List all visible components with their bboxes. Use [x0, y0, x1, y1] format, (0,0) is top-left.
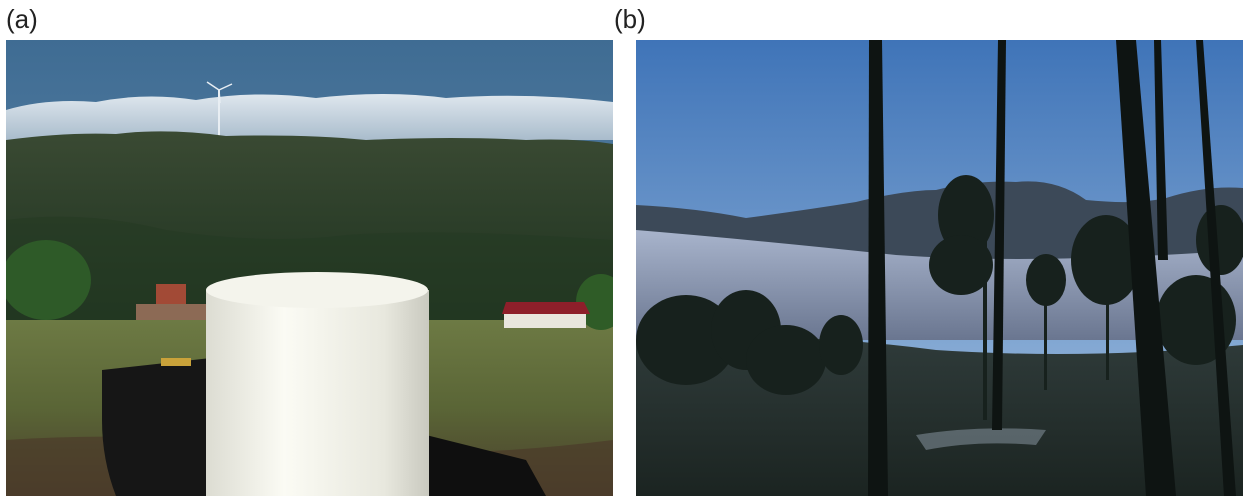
- tree-trunks-b: [868, 40, 1236, 496]
- photo-b-valley-fog: [636, 40, 1243, 496]
- photo-a-hillside-instrument: [6, 40, 613, 496]
- house-right-a: [502, 302, 590, 328]
- white-cylinder-instrument-a: [206, 272, 429, 496]
- panel-b-label: (b): [614, 4, 646, 34]
- fog-bank-a: [6, 94, 613, 140]
- photo-a-scene: [6, 40, 613, 496]
- black-instrument-housing-a: [102, 358, 546, 496]
- panel-a-label: (a): [6, 4, 38, 34]
- bush-left-a: [6, 240, 91, 320]
- wind-turbine-icon: [206, 81, 233, 138]
- photo-b-scene: [636, 40, 1243, 496]
- house-left-a: [136, 284, 206, 320]
